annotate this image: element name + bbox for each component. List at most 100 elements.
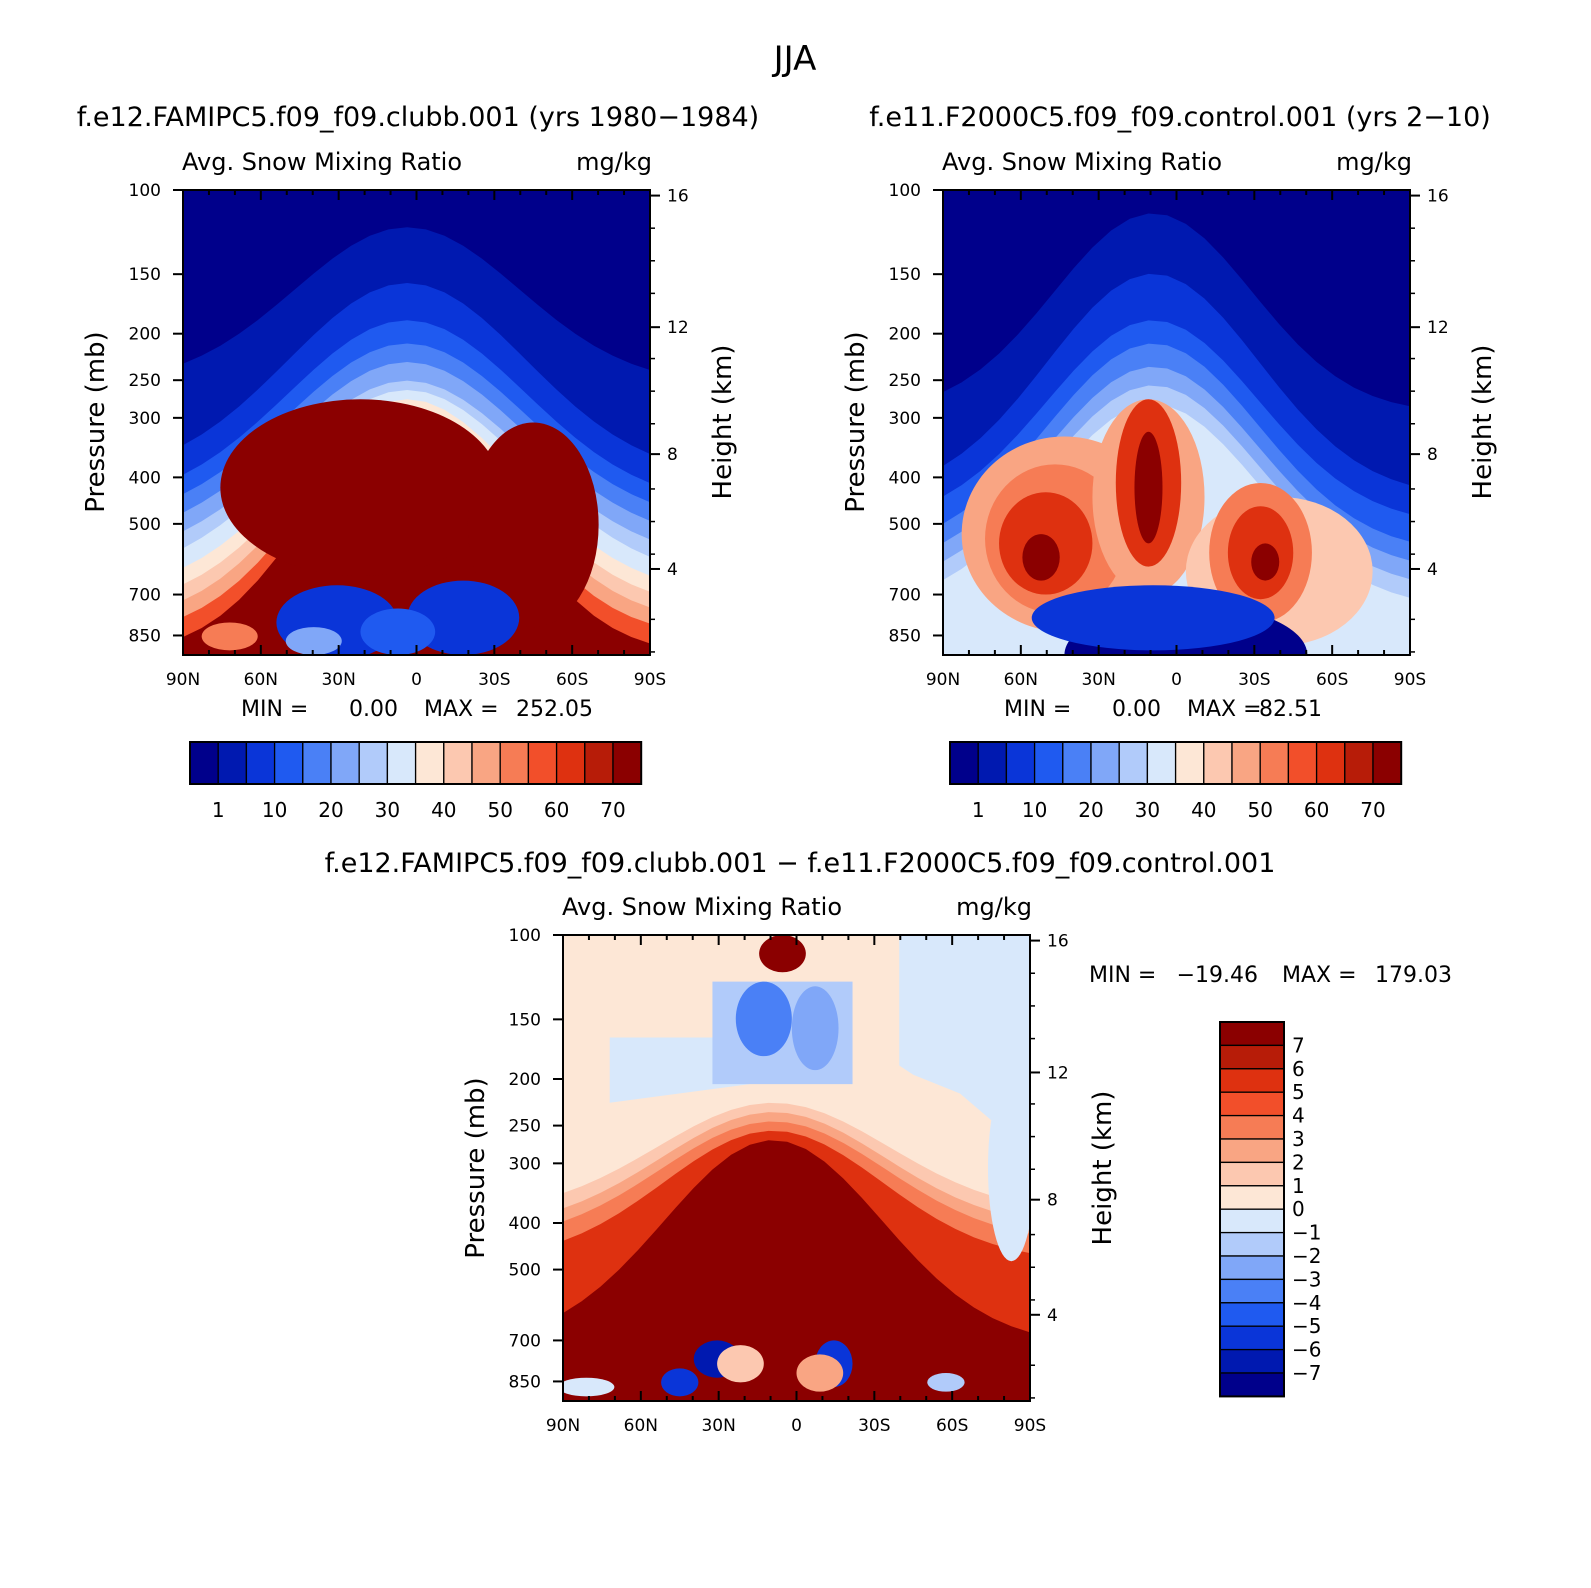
contour-band <box>563 1140 1030 1401</box>
x-tick-label: 60S <box>936 1416 968 1436</box>
y-tick-label: 250 <box>509 1117 541 1137</box>
colorbar-label: −7 <box>1292 1361 1321 1385</box>
x-tick-label: 90N <box>926 670 960 690</box>
panel-a-min-value: 0.00 <box>349 697 398 722</box>
colorbar-label: 1 <box>972 798 985 822</box>
colorbar-swatch <box>555 741 586 785</box>
panel-c-ylabel: Pressure (mb) <box>461 1077 491 1258</box>
colorbar-swatch <box>977 741 1008 785</box>
panel-c-y2label: Height (km) <box>1088 1091 1118 1246</box>
y-tick-label: 100 <box>129 181 161 201</box>
contour-band <box>360 608 436 655</box>
colorbar-swatch <box>1219 1372 1285 1398</box>
x-tick-label: 90N <box>546 1416 580 1436</box>
colorbar-label: 10 <box>1022 798 1047 822</box>
colorbar-label: 0 <box>1292 1197 1305 1221</box>
colorbar-swatch <box>273 741 304 785</box>
y2-tick-label: 12 <box>667 318 689 338</box>
panel-b-min-label: MIN = <box>1004 697 1071 722</box>
colorbar-label: 40 <box>431 798 456 822</box>
y-tick-label: 200 <box>889 325 921 345</box>
contour-band <box>717 1345 764 1383</box>
y-tick-label: 100 <box>889 181 921 201</box>
colorbar-label: 1 <box>212 798 225 822</box>
contour-band <box>1031 585 1275 651</box>
contour-band <box>735 981 792 1057</box>
panel-a-ticks: 90N 60N 30N 0 30S 60S 90S 100 150 200 250 300 400 500… <box>129 181 689 690</box>
colorbar-swatch <box>1203 741 1233 785</box>
colorbar-swatch <box>1219 1255 1285 1281</box>
y-tick-label: 250 <box>129 371 161 391</box>
y-tick-label: 850 <box>129 626 161 646</box>
colorbar-label: 10 <box>262 798 287 822</box>
y-tick-label: 850 <box>509 1372 541 1392</box>
x-tick-label: 30S <box>1238 670 1270 690</box>
colorbar-swatch <box>1219 1091 1285 1117</box>
colorbar-label: 20 <box>1078 798 1103 822</box>
contour-band <box>201 622 258 651</box>
y2-tick-label: 8 <box>1047 1191 1058 1211</box>
panel-b-y2label: Height (km) <box>1468 345 1498 500</box>
colorbar-frame <box>949 741 1403 785</box>
panel-b-contours <box>943 190 1410 655</box>
y-tick-label: 400 <box>509 1214 541 1234</box>
colorbar-swatch <box>1219 1185 1285 1210</box>
colorbar-label: 7 <box>1292 1033 1305 1057</box>
y-tick-label: 850 <box>889 626 921 646</box>
x-tick-label: 0 <box>1171 670 1182 690</box>
y-tick-label: 100 <box>509 926 541 946</box>
panel-a-title: f.e12.FAMIPC5.f09_f09.clubb.001 (yrs 198… <box>77 102 759 133</box>
panel-a-ylabel: Pressure (mb) <box>81 331 111 512</box>
colorbar-label: 70 <box>1360 798 1385 822</box>
x-tick-label: 60N <box>624 1416 658 1436</box>
colorbar-label: 20 <box>318 798 343 822</box>
panel-b-variable-label: Avg. Snow Mixing Ratio <box>942 148 1222 176</box>
panel-c-plot-area <box>563 935 1030 1401</box>
colorbar-swatch <box>1315 741 1346 785</box>
colorbar-label: 30 <box>1135 798 1160 822</box>
colorbar-swatch <box>1219 1138 1285 1164</box>
contour-band <box>220 399 501 576</box>
colorbar-label: 70 <box>600 798 625 822</box>
colorbar-label: 2 <box>1292 1150 1305 1174</box>
colorbar-swatch <box>1219 1325 1285 1351</box>
colorbar-swatch <box>1287 741 1318 785</box>
contour-band <box>796 1354 844 1392</box>
colorbar-swatch <box>1118 741 1149 785</box>
colorbar-label: −3 <box>1292 1267 1321 1291</box>
colorbar-label: 60 <box>1304 798 1329 822</box>
x-tick-label: 0 <box>411 670 422 690</box>
colorbar-swatch <box>1231 741 1261 785</box>
colorbar-swatch <box>1259 741 1290 785</box>
x-tick-label: 90S <box>1394 670 1426 690</box>
panel-c-max-value: 179.03 <box>1375 963 1452 988</box>
x-tick-label: 60N <box>244 670 278 690</box>
colorbar-label: −2 <box>1292 1244 1321 1268</box>
panel-a-min-label: MIN = <box>241 697 308 722</box>
contour-band <box>1022 534 1060 581</box>
contour-band <box>467 422 599 628</box>
colorbar-swatch <box>443 741 473 785</box>
colorbar-swatch <box>499 741 530 785</box>
colorbar-frame <box>1219 1021 1285 1398</box>
y2-tick-label: 4 <box>1047 1306 1058 1326</box>
x-tick-label: 90S <box>634 670 666 690</box>
colorbar-swatch <box>245 741 276 785</box>
panel-b-min-value: 0.00 <box>1112 697 1161 722</box>
contour-band <box>987 1074 1030 1262</box>
x-tick-label: 0 <box>791 1416 802 1436</box>
colorbar-label: −5 <box>1292 1314 1321 1338</box>
y-tick-label: 700 <box>509 1331 541 1351</box>
colorbar-label: 6 <box>1292 1057 1305 1081</box>
y-tick-label: 150 <box>509 1010 541 1030</box>
panel-c-contours <box>563 935 1030 1401</box>
colorbar-swatch <box>1219 1231 1285 1257</box>
colorbar-swatch <box>1219 1044 1285 1070</box>
colorbar-label: 4 <box>1292 1104 1305 1128</box>
panel-b-colorbar: 1 10 20 30 40 50 60 70 <box>949 741 1403 822</box>
colorbar-label: 60 <box>544 798 569 822</box>
colorbar-frame <box>189 741 643 785</box>
x-tick-label: 60N <box>1004 670 1038 690</box>
